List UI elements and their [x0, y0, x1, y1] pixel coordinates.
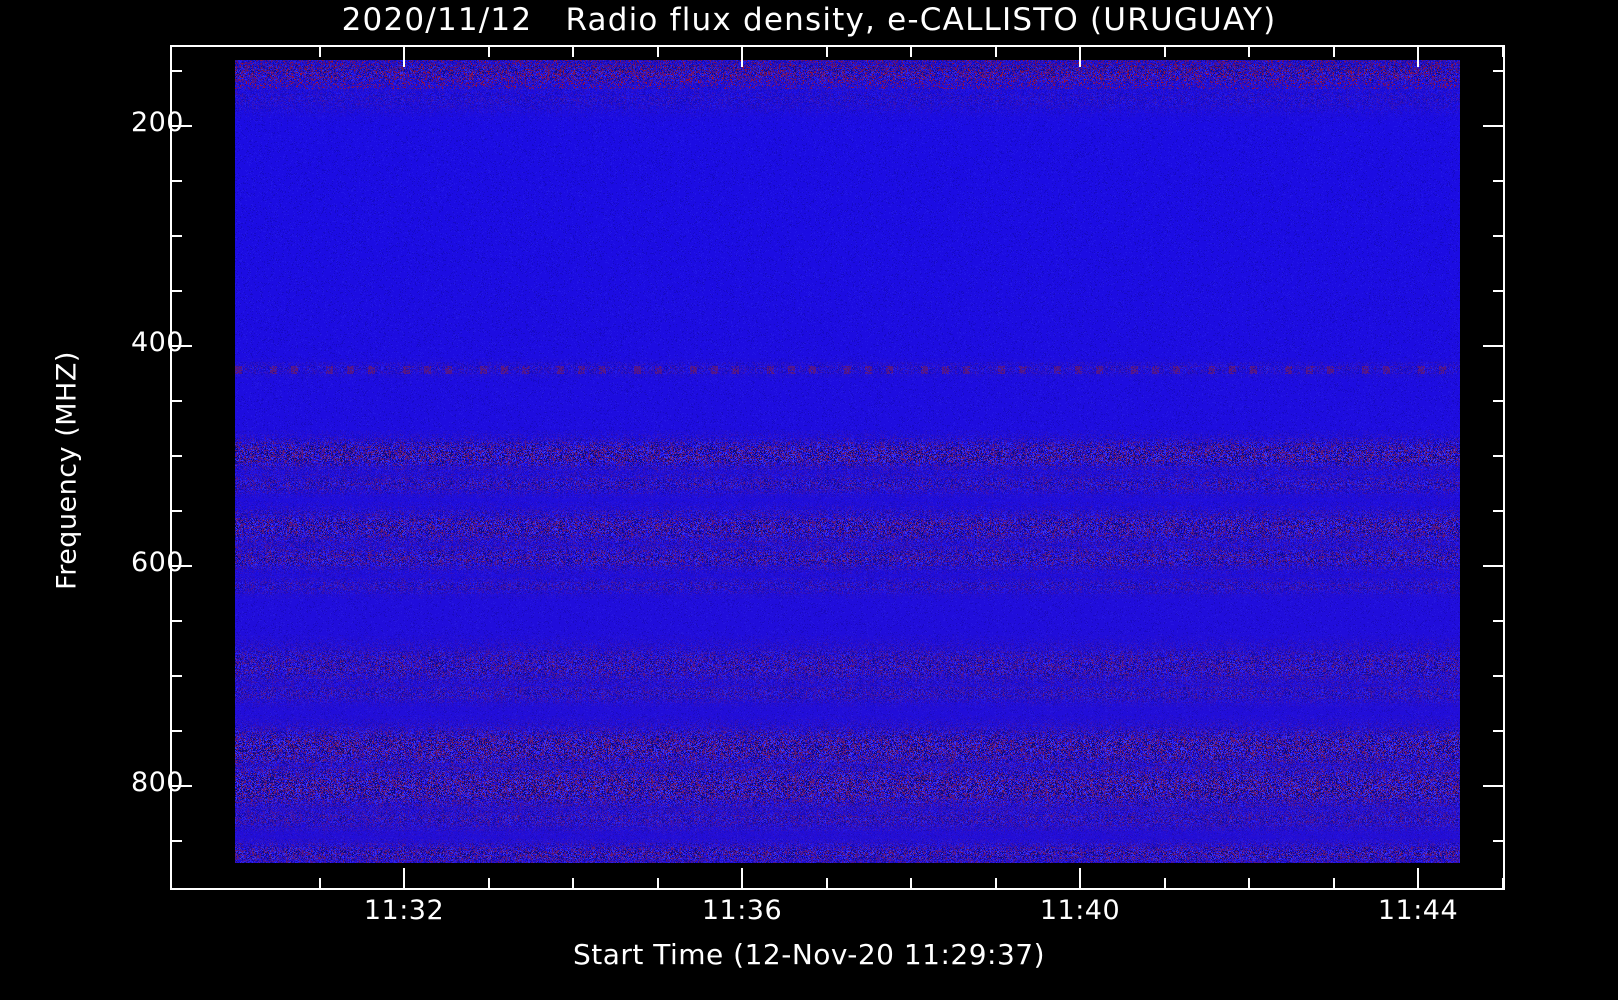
- spectrogram-image: [235, 60, 1460, 863]
- y-axis-major-tick: [170, 785, 192, 787]
- y-axis-minor-tick-right: [1493, 455, 1505, 457]
- page-title: 2020/11/12 Radio flux density, e-CALLIST…: [341, 2, 1277, 38]
- y-axis-minor-tick: [170, 290, 182, 292]
- x-axis-minor-tick: [656, 878, 659, 890]
- x-axis-minor-tick: [994, 878, 997, 890]
- x-axis-minor-tick: [318, 878, 321, 890]
- y-axis-minor-tick: [170, 620, 182, 622]
- x-axis-title: Start Time (12-Nov-20 11:29:37): [572, 938, 1046, 971]
- x-axis-major-tick-top: [1079, 45, 1081, 67]
- x-axis-major-tick-top: [741, 45, 743, 67]
- y-axis-major-tick: [170, 125, 192, 127]
- x-axis-minor-tick-top: [994, 45, 997, 57]
- y-axis-minor-tick-right: [1493, 235, 1505, 237]
- x-axis-minor-tick-top: [1332, 45, 1335, 57]
- y-axis-minor-tick: [170, 180, 182, 182]
- x-axis-minor-tick: [1163, 878, 1166, 890]
- y-tick-label: 200: [130, 107, 184, 138]
- x-tick-label: 11:44: [1377, 895, 1459, 926]
- y-axis-minor-tick-right: [1493, 290, 1505, 292]
- x-axis-major-tick: [1417, 868, 1419, 890]
- y-axis-minor-tick: [170, 70, 182, 72]
- y-axis-minor-tick-right: [1493, 840, 1505, 842]
- y-axis-minor-tick: [170, 510, 182, 512]
- x-axis-minor-tick-top: [318, 45, 321, 57]
- x-axis-minor-tick-top: [1248, 45, 1250, 57]
- x-axis-minor-tick: [1501, 878, 1504, 890]
- y-axis-minor-tick: [170, 675, 182, 677]
- y-tick-label: 400: [130, 327, 184, 358]
- y-axis-minor-tick-right: [1493, 400, 1505, 402]
- x-axis-minor-tick: [572, 878, 574, 890]
- y-axis-minor-tick: [170, 840, 182, 842]
- x-axis-minor-tick-top: [656, 45, 659, 57]
- x-axis-major-tick: [1079, 868, 1081, 890]
- x-axis-major-tick: [741, 868, 743, 890]
- y-axis-minor-tick-right: [1493, 675, 1505, 677]
- x-axis-minor-tick-top: [487, 45, 490, 57]
- x-tick-label: 11:40: [1039, 895, 1121, 926]
- x-axis-minor-tick: [1248, 878, 1250, 890]
- y-axis-minor-tick-right: [1493, 620, 1505, 622]
- x-axis-minor-tick-top: [572, 45, 574, 57]
- y-tick-label: 800: [130, 767, 184, 798]
- y-axis-major-tick-right: [1483, 345, 1505, 347]
- y-axis-minor-tick-right: [1493, 180, 1505, 182]
- x-axis-minor-tick: [910, 878, 912, 890]
- y-axis-minor-tick: [170, 235, 182, 237]
- x-axis-minor-tick: [1332, 878, 1335, 890]
- x-axis-minor-tick-top: [1163, 45, 1166, 57]
- x-axis-major-tick-top: [403, 45, 405, 67]
- y-axis-major-tick: [170, 345, 192, 347]
- y-axis-major-tick-right: [1483, 785, 1505, 787]
- x-tick-label: 11:32: [363, 895, 445, 926]
- y-axis-major-tick-right: [1483, 565, 1505, 567]
- y-axis-title: Frequency (MHZ): [51, 351, 83, 590]
- x-axis-major-tick: [403, 868, 405, 890]
- x-axis-minor-tick-top: [825, 45, 828, 57]
- y-axis-minor-tick: [170, 400, 182, 402]
- y-axis-major-tick-right: [1483, 125, 1505, 127]
- y-axis-minor-tick: [170, 730, 182, 732]
- x-axis-major-tick-top: [1417, 45, 1419, 67]
- y-axis-minor-tick-right: [1493, 70, 1505, 72]
- x-axis-minor-tick: [487, 878, 490, 890]
- x-axis-minor-tick-top: [910, 45, 912, 57]
- x-axis-minor-tick-top: [1501, 45, 1504, 57]
- y-axis-minor-tick-right: [1493, 730, 1505, 732]
- y-axis-minor-tick-right: [1493, 510, 1505, 512]
- y-axis-major-tick: [170, 565, 192, 567]
- y-tick-label: 600: [130, 547, 184, 578]
- y-axis-minor-tick: [170, 455, 182, 457]
- x-axis-minor-tick: [825, 878, 828, 890]
- x-tick-label: 11:36: [701, 895, 783, 926]
